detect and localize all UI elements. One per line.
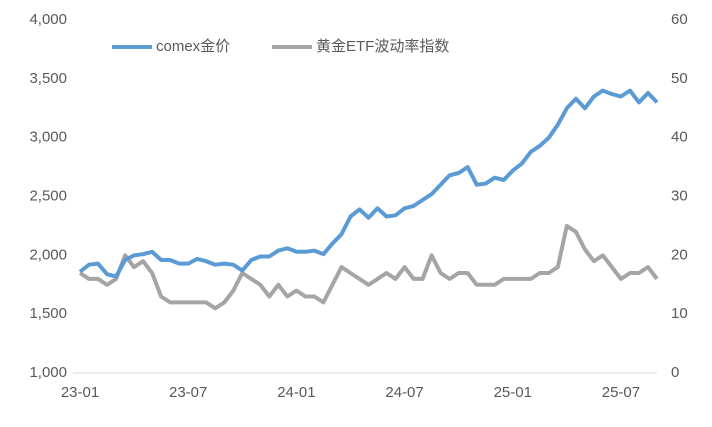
y2-tick-label: 30 xyxy=(671,187,688,204)
y-tick-label: 2,000 xyxy=(29,246,67,263)
legend-label: comex金价 xyxy=(156,38,230,55)
legend-label: 黄金ETF波动率指数 xyxy=(316,38,449,55)
x-tick-label: 24-01 xyxy=(277,384,315,401)
y-tick-label: 4,000 xyxy=(29,11,67,28)
y2-tick-label: 60 xyxy=(671,11,688,28)
y-tick-label: 1,500 xyxy=(29,305,67,322)
y-tick-label: 2,500 xyxy=(29,187,67,204)
series-line xyxy=(78,88,659,279)
y-tick-label: 3,000 xyxy=(29,129,67,146)
x-tick-label: 25-01 xyxy=(494,384,532,401)
x-tick-label: 23-01 xyxy=(61,384,99,401)
y2-tick-label: 50 xyxy=(671,70,688,87)
y2-tick-label: 40 xyxy=(671,129,688,146)
y-tick-label: 3,500 xyxy=(29,70,67,87)
series-line xyxy=(78,223,659,311)
y2-tick-label: 20 xyxy=(671,246,688,263)
x-tick-label: 23-07 xyxy=(169,384,207,401)
y2-tick-label: 10 xyxy=(671,305,688,322)
y-tick-label: 1,000 xyxy=(29,364,67,381)
y2-tick-label: 0 xyxy=(671,364,679,381)
x-tick-label: 25-07 xyxy=(602,384,640,401)
x-tick-label: 24-07 xyxy=(385,384,423,401)
